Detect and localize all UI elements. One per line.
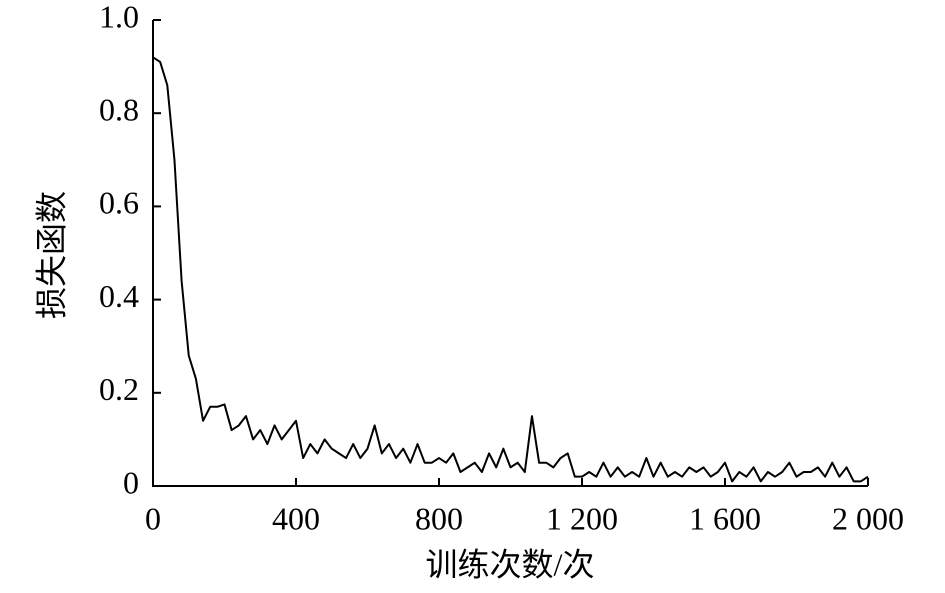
x-tick-label: 2 000 xyxy=(832,500,904,536)
y-tick-label: 0 xyxy=(123,464,139,500)
x-tick-label: 1 200 xyxy=(546,500,618,536)
y-tick-label: 0.6 xyxy=(99,185,139,221)
x-axis-label: 训练次数/次 xyxy=(426,546,595,582)
y-tick-label: 0.2 xyxy=(99,371,139,407)
y-tick-label: 0.4 xyxy=(99,278,139,314)
y-tick-label: 0.8 xyxy=(99,92,139,128)
loss-line xyxy=(152,56,869,483)
y-tick-label: 1.0 xyxy=(99,0,139,34)
x-tick-label: 800 xyxy=(415,500,463,536)
x-tick-label: 400 xyxy=(272,500,320,536)
y-axis-label: 损失函数 xyxy=(33,191,69,319)
x-tick-label: 0 xyxy=(145,500,161,536)
x-tick-label: 1 600 xyxy=(689,500,761,536)
